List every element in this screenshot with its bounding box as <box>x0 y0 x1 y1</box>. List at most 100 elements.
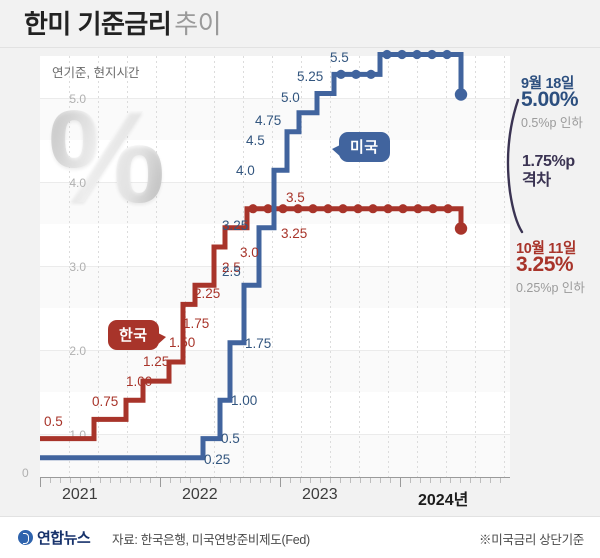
footer: 연합뉴스 자료: 한국은행, 미국연방준비제도(Fed) ※미국금리 상단기준 <box>0 516 600 558</box>
y-axis-zero-label: 0 <box>22 466 29 480</box>
vertical-gridline <box>272 56 273 477</box>
usa-annotation-value-text: 5.00% <box>521 88 579 111</box>
x-axis-tick <box>420 478 421 483</box>
x-axis-tick <box>370 478 371 483</box>
x-axis-label: 2024년 <box>418 492 469 509</box>
x-axis-tick <box>450 478 451 483</box>
korea-annotation-date: 10월 11일 <box>516 237 576 258</box>
x-axis-tick <box>410 478 411 483</box>
x-axis-tick <box>220 478 221 483</box>
x-axis-tick <box>460 478 461 483</box>
gridline <box>40 266 510 267</box>
x-axis-label: 2023 <box>302 486 338 503</box>
x-axis-tick <box>130 478 131 483</box>
x-axis-tick <box>270 478 271 483</box>
x-axis-tick <box>210 478 211 483</box>
gridline <box>40 98 510 99</box>
x-axis-tick <box>50 478 51 483</box>
legend-badge-korea: 한국 <box>108 320 166 350</box>
x-axis-tick <box>290 478 291 483</box>
x-axis-tick <box>300 478 301 483</box>
korea-data-label: 2.5 <box>222 260 241 275</box>
korea-data-label: 0.75 <box>92 394 119 409</box>
korea-data-label: 2.25 <box>194 286 221 301</box>
x-axis-tick <box>320 478 321 483</box>
x-axis-tick <box>470 478 471 483</box>
korea-endpoint-dot <box>454 222 468 235</box>
x-axis-tick <box>350 478 351 483</box>
vertical-gridline <box>156 56 157 477</box>
yonhap-logo-icon <box>18 530 33 545</box>
vertical-gridline <box>446 56 447 477</box>
source-text: 자료: 한국은행, 미국연방준비제도(Fed) <box>112 533 310 547</box>
gridline <box>40 350 510 351</box>
usa-data-label: 5.5 <box>330 50 349 65</box>
y-axis-label: 3.0 <box>69 260 86 274</box>
korea-data-label: 1.00 <box>126 374 153 389</box>
korea-data-label: 3.0 <box>240 245 259 260</box>
vertical-gridline <box>98 56 99 477</box>
yonhap-logo: 연합뉴스 <box>18 527 91 548</box>
x-axis-tick <box>160 478 161 487</box>
x-axis-tick <box>170 478 171 483</box>
usa-data-label: 1.75 <box>245 336 272 351</box>
title-bold: 한미 기준금리 <box>24 9 172 39</box>
plot-band <box>40 56 510 98</box>
korea-annotation-value-text: 3.25% <box>516 253 574 276</box>
y-axis-label: 2.0 <box>69 344 86 358</box>
vertical-gridline <box>330 56 331 477</box>
legend-badge-korea-label: 한국 <box>119 327 148 344</box>
usa-data-label: 4.75 <box>255 113 282 128</box>
usa-data-label: 4.0 <box>236 163 255 178</box>
x-axis-label: 2022 <box>182 486 218 503</box>
vertical-gridline <box>504 56 505 477</box>
vertical-gridline <box>475 56 476 477</box>
korea-annotation-change-text: 0.25%p 인하 <box>516 281 585 295</box>
x-axis-line <box>40 477 510 478</box>
x-axis-tick <box>440 478 441 483</box>
header-divider <box>0 47 600 48</box>
usa-data-label: 2.5 <box>222 264 241 279</box>
x-axis-tick <box>140 478 141 483</box>
vertical-gridline <box>185 56 186 477</box>
x-axis-tick <box>310 478 311 483</box>
korea-annotation-value: 3.25% <box>516 253 574 277</box>
usa-data-label: 5.0 <box>281 90 300 105</box>
korea-annotation-change: 0.25%p 인하 <box>516 277 585 297</box>
usa-data-label: 5.25 <box>297 69 324 84</box>
y-axis-label: 4.0 <box>69 176 86 190</box>
x-axis-tick <box>70 478 71 483</box>
usa-rate-line <box>40 52 464 461</box>
vertical-gridline <box>127 56 128 477</box>
y-axis-label: 5.0 <box>69 92 86 106</box>
korea-rate-line <box>40 206 464 442</box>
korea-data-label: 1.50 <box>169 335 196 350</box>
x-axis-tick <box>230 478 231 483</box>
chart-note: 연기준, 현지시간 <box>52 66 140 80</box>
x-axis-tick <box>390 478 391 483</box>
usa-annotation-date-text: 9월 18일 <box>521 76 575 92</box>
usa-annotation-change: 0.5%p 인하 <box>521 112 583 132</box>
korea-data-label: 0.5 <box>44 414 63 429</box>
korea-data-label: 3.5 <box>286 190 305 205</box>
legend-badge-usa: 미국 <box>332 132 390 162</box>
gap-label: 격차 <box>522 172 551 189</box>
vertical-gridline <box>69 56 70 477</box>
vertical-gridline <box>243 56 244 477</box>
vertical-gridline <box>388 56 389 477</box>
x-axis-tick <box>330 478 331 483</box>
x-axis-tick <box>150 478 151 483</box>
x-axis-tick <box>400 478 401 487</box>
x-axis-tick <box>40 478 41 487</box>
badge-tail-icon <box>155 332 166 346</box>
footer-divider <box>0 516 600 517</box>
x-axis-tick <box>120 478 121 483</box>
x-axis-tick <box>110 478 111 483</box>
usa-annotation-date: 9월 18일 <box>521 72 574 93</box>
plot-band <box>40 392 510 434</box>
usa-data-label: 0.5 <box>221 431 240 446</box>
x-axis-label: 2021 <box>62 486 98 503</box>
gap-value: 1.75%p <box>522 153 575 170</box>
x-axis-tick <box>380 478 381 483</box>
